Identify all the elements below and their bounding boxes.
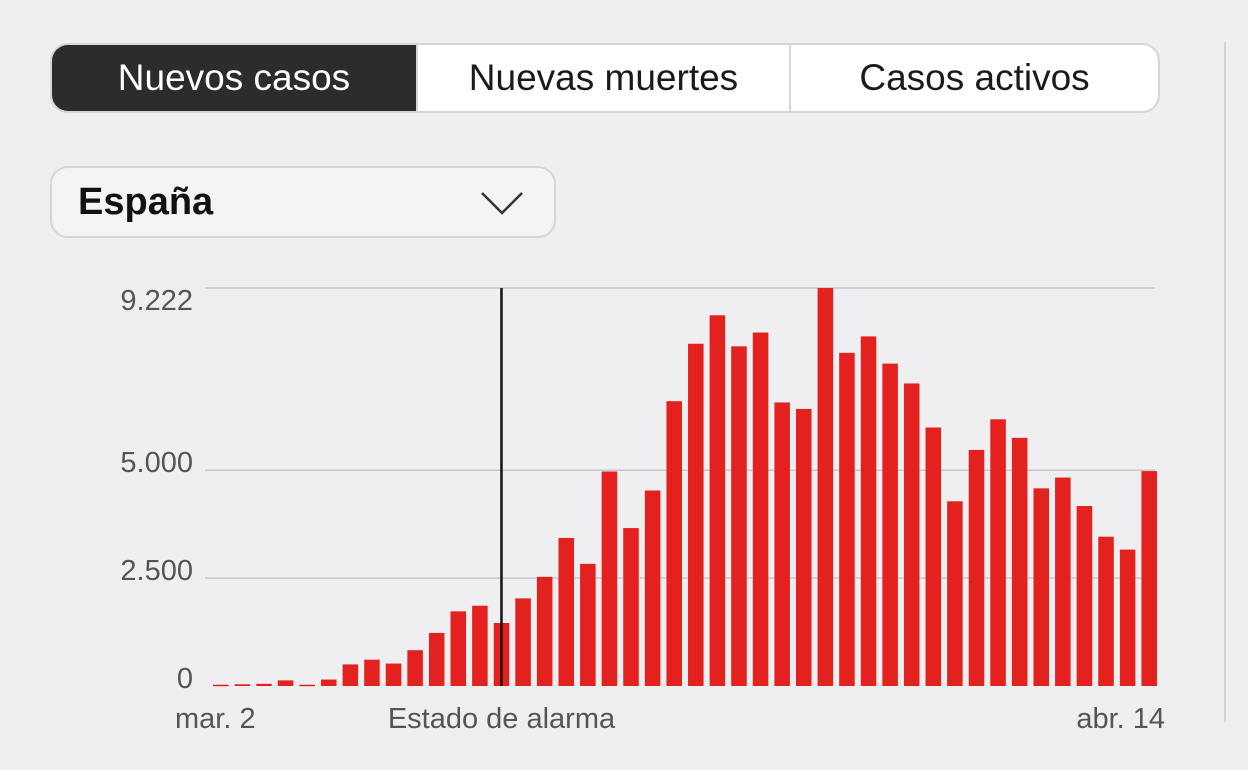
bar-mar-16	[515, 598, 531, 686]
bar-abr-12	[1098, 536, 1114, 686]
bar-mar-23	[666, 401, 682, 686]
bar-abr-8	[1011, 437, 1028, 686]
x-tick-label: mar. 2	[175, 703, 256, 735]
bar-mar-28	[774, 402, 790, 686]
bar-mar-3	[234, 684, 251, 686]
bar-mar-20	[601, 471, 618, 686]
bar-abr-2	[882, 363, 898, 686]
bar-abr-5	[947, 501, 963, 686]
bar-abr-7	[990, 419, 1006, 686]
bar-mar-6	[299, 684, 315, 687]
bar-mar-2	[213, 684, 229, 687]
bar-abr-11	[1076, 506, 1093, 686]
bar-abr-6	[968, 449, 985, 686]
bar-mar-5	[277, 680, 294, 686]
y-tick-label: 5.000	[120, 447, 193, 479]
bar-mar-25	[709, 315, 726, 686]
chart-x-axis: mar. 2 abr. 14	[175, 703, 1165, 735]
bar-mar-7	[320, 679, 337, 686]
bar-mar-18	[558, 537, 575, 686]
estado-de-alarma-label: Estado de alarma	[388, 703, 616, 735]
metric-tabs: Nuevos casos Nuevas muertes Casos activo…	[50, 43, 1160, 113]
bar-mar-12	[428, 632, 445, 686]
chart-annotation: Estado de alarma	[388, 288, 616, 735]
bar-abr-10	[1055, 477, 1071, 686]
bar-mar-8	[342, 664, 359, 686]
y-tick-label: 2.500	[120, 555, 193, 587]
panel-divider	[1224, 42, 1226, 722]
bar-mar-30	[817, 288, 834, 686]
tab-nuevas-muertes[interactable]: Nuevas muertes	[418, 45, 791, 111]
region-select[interactable]: España	[50, 166, 556, 238]
bar-mar-31	[839, 352, 855, 686]
bar-mar-22	[644, 490, 661, 686]
y-tick-label: 9.222	[120, 285, 193, 317]
bar-mar-24	[688, 343, 704, 686]
bar-mar-27	[752, 332, 769, 686]
bar-abr-13	[1119, 549, 1136, 686]
tab-nuevos-casos[interactable]: Nuevos casos	[52, 45, 418, 111]
bar-mar-14	[472, 605, 488, 686]
bar-mar-11	[407, 650, 423, 686]
bar-abr-1	[860, 336, 877, 686]
region-select-value: España	[78, 180, 214, 223]
chart-bars	[213, 288, 1157, 687]
bar-abr-3	[903, 383, 920, 686]
chart-y-axis: 0 2.500 5.000 9.222	[120, 285, 193, 695]
bar-mar-10	[385, 663, 402, 686]
x-tick-label: abr. 14	[1076, 703, 1165, 735]
bar-mar-9	[364, 659, 380, 686]
tab-casos-activos[interactable]: Casos activos	[859, 57, 1090, 98]
bar-mar-17	[536, 576, 553, 686]
bar-abr-14	[1141, 471, 1157, 686]
chevron-down-icon	[481, 192, 523, 215]
bar-mar-29	[795, 408, 812, 686]
bar-mar-13	[450, 611, 467, 686]
bar-abr-9	[1033, 488, 1050, 686]
bar-mar-26	[731, 346, 747, 686]
y-tick-label: 0	[177, 663, 193, 695]
bar-mar-4	[256, 683, 272, 686]
bar-mar-19	[580, 563, 596, 686]
bar-abr-4	[925, 427, 942, 686]
bar-mar-21	[623, 528, 639, 686]
